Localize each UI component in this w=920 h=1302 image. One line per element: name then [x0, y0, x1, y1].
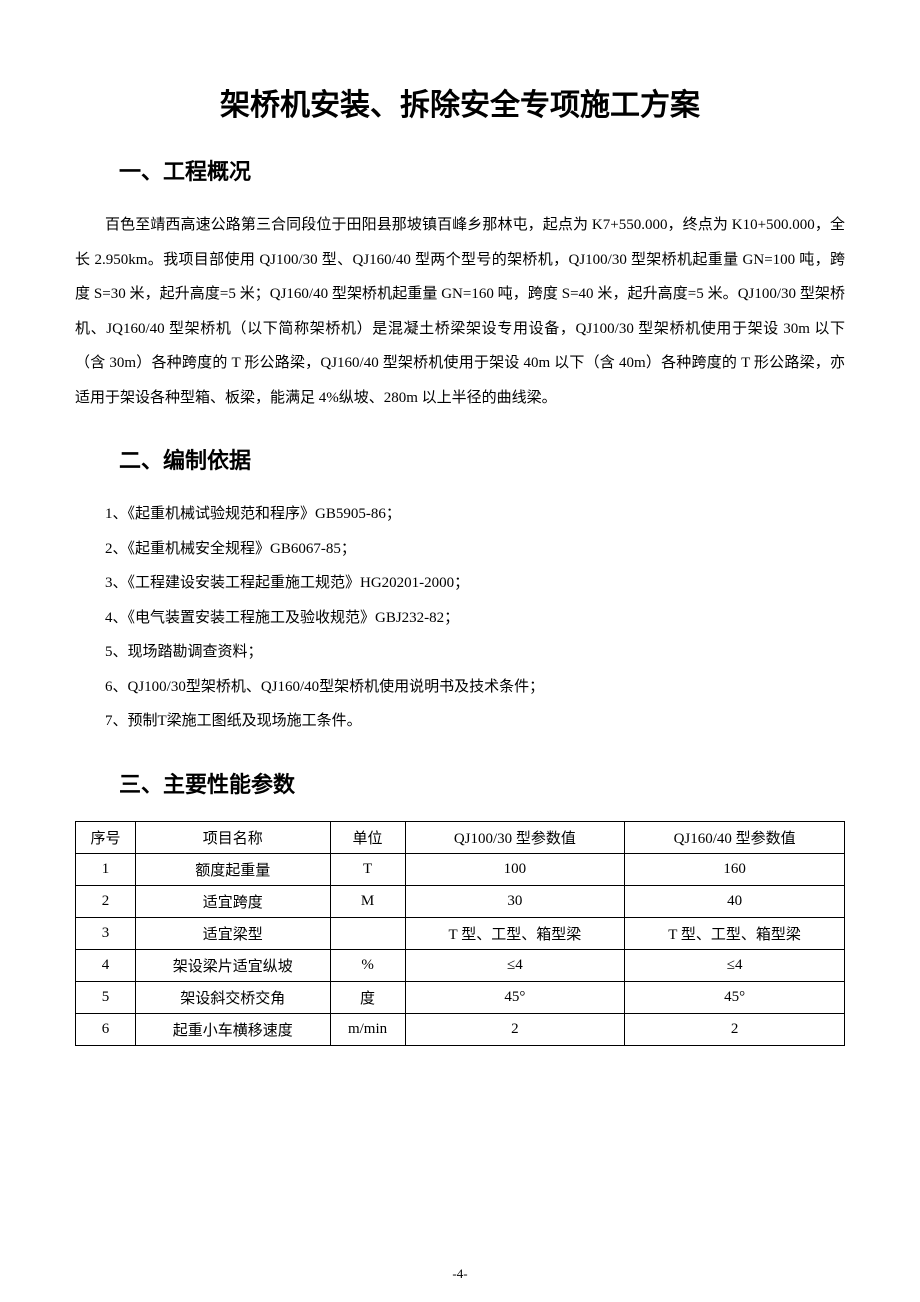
table-cell-val2: 2 — [625, 1013, 845, 1045]
table-cell-name: 架设斜交桥交角 — [135, 981, 330, 1013]
table-cell-val2: 160 — [625, 853, 845, 885]
table-header-num: 序号 — [76, 821, 136, 853]
table-row: 1额度起重量T100160 — [76, 853, 845, 885]
list-item: 5、现场踏勘调查资料； — [75, 635, 845, 670]
section-1-heading: 一、工程概况 — [75, 154, 845, 186]
page-number: -4- — [0, 1266, 920, 1282]
table-cell-val2: ≤4 — [625, 949, 845, 981]
list-item: 3、《工程建设安装工程起重施工规范》HG20201-2000； — [75, 566, 845, 601]
table-cell-val1: ≤4 — [405, 949, 625, 981]
table-cell-val1: 45° — [405, 981, 625, 1013]
section-1-paragraph: 百色至靖西高速公路第三合同段位于田阳县那坡镇百峰乡那林屯，起点为 K7+550.… — [75, 208, 845, 415]
table-cell-val2: 45° — [625, 981, 845, 1013]
table-cell-name: 起重小车横移速度 — [135, 1013, 330, 1045]
table-cell-name: 适宜梁型 — [135, 917, 330, 949]
table-header-val2: QJ160/40 型参数值 — [625, 821, 845, 853]
table-cell-unit: T — [330, 853, 405, 885]
list-item: 2、《起重机械安全规程》GB6067-85； — [75, 532, 845, 567]
list-item: 4、《电气装置安装工程施工及验收规范》GBJ232-82； — [75, 601, 845, 636]
table-cell-unit: % — [330, 949, 405, 981]
table-cell-unit: m/min — [330, 1013, 405, 1045]
table-cell-num: 5 — [76, 981, 136, 1013]
table-cell-val2: T 型、工型、箱型梁 — [625, 917, 845, 949]
list-item: 1、《起重机械试验规范和程序》GB5905-86； — [75, 497, 845, 532]
table-row: 3适宜梁型 T 型、工型、箱型梁T 型、工型、箱型梁 — [76, 917, 845, 949]
table-cell-name: 适宜跨度 — [135, 885, 330, 917]
table-cell-num: 3 — [76, 917, 136, 949]
list-item: 7、预制T梁施工图纸及现场施工条件。 — [75, 704, 845, 739]
table-header-name: 项目名称 — [135, 821, 330, 853]
table-cell-num: 6 — [76, 1013, 136, 1045]
section-2-heading: 二、编制依据 — [75, 443, 845, 475]
table-header-row: 序号 项目名称 单位 QJ100/30 型参数值 QJ160/40 型参数值 — [76, 821, 845, 853]
table-cell-val1: T 型、工型、箱型梁 — [405, 917, 625, 949]
table-header-val1: QJ100/30 型参数值 — [405, 821, 625, 853]
table-cell-num: 2 — [76, 885, 136, 917]
table-cell-val2: 40 — [625, 885, 845, 917]
table-row: 6起重小车横移速度m/min22 — [76, 1013, 845, 1045]
table-cell-num: 4 — [76, 949, 136, 981]
table-cell-val1: 30 — [405, 885, 625, 917]
list-item: 6、QJ100/30型架桥机、QJ160/40型架桥机使用说明书及技术条件； — [75, 670, 845, 705]
table-cell-val1: 2 — [405, 1013, 625, 1045]
table-cell-unit: 度 — [330, 981, 405, 1013]
table-cell-unit — [330, 917, 405, 949]
document-title: 架桥机安装、拆除安全专项施工方案 — [75, 80, 845, 124]
table-cell-num: 1 — [76, 853, 136, 885]
table-header-unit: 单位 — [330, 821, 405, 853]
table-cell-name: 架设梁片适宜纵坡 — [135, 949, 330, 981]
parameters-table: 序号 项目名称 单位 QJ100/30 型参数值 QJ160/40 型参数值 1… — [75, 821, 845, 1046]
table-cell-name: 额度起重量 — [135, 853, 330, 885]
table-cell-val1: 100 — [405, 853, 625, 885]
table-cell-unit: M — [330, 885, 405, 917]
table-row: 5架设斜交桥交角度45°45° — [76, 981, 845, 1013]
table-row: 2适宜跨度M3040 — [76, 885, 845, 917]
section-3-heading: 三、主要性能参数 — [75, 767, 845, 799]
table-row: 4架设梁片适宜纵坡%≤4≤4 — [76, 949, 845, 981]
